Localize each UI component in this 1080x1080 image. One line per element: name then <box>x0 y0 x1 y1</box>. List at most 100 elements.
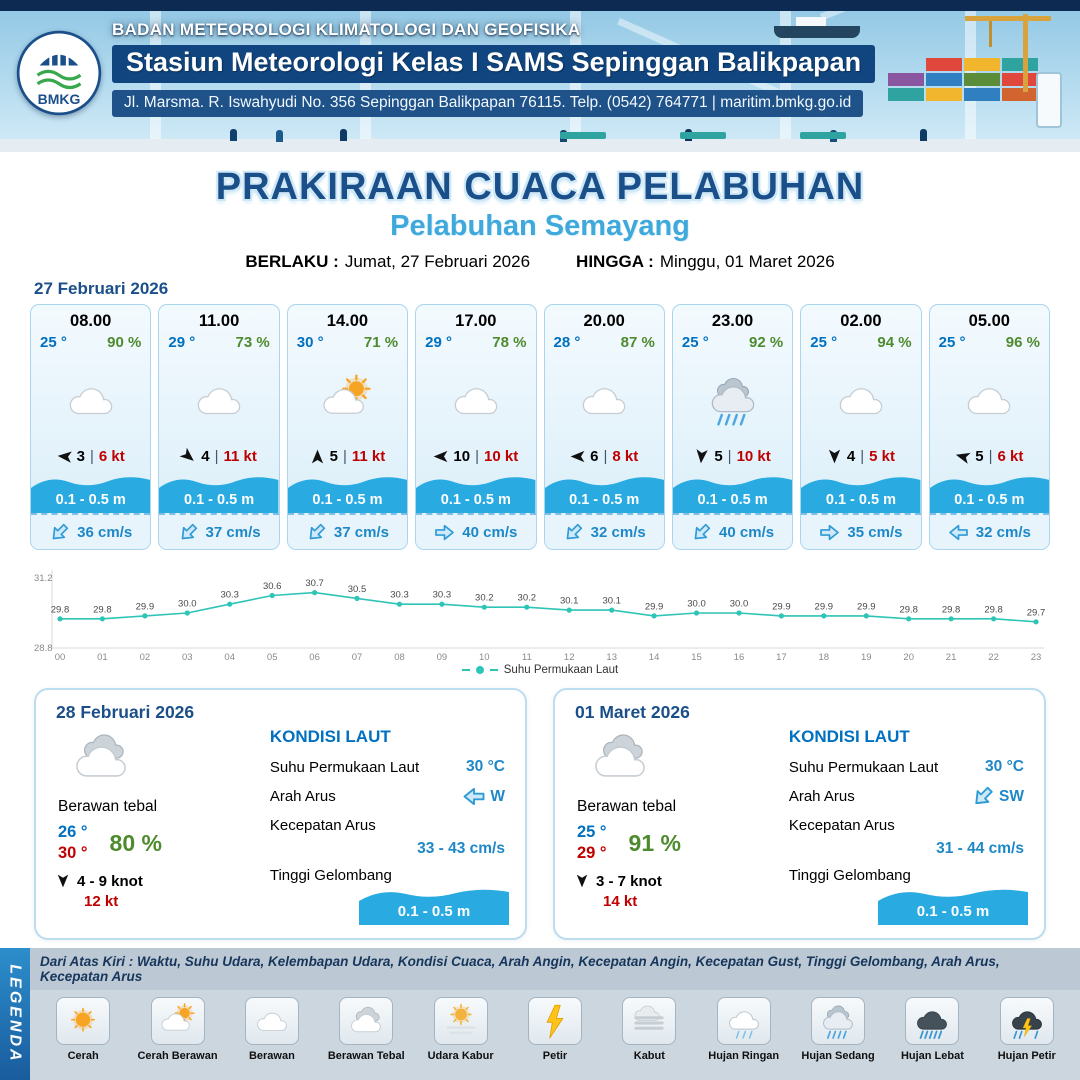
svg-text:16: 16 <box>734 652 745 662</box>
sst-chart: 31.2 28.8 29.8 00 29.8 01 29.9 02 30.0 03 30.3 04 30… <box>34 570 1045 662</box>
current-direction: W <box>490 787 505 805</box>
divider: | <box>988 448 993 465</box>
relative-humidity: 87 % <box>620 334 655 351</box>
svg-text:22: 22 <box>988 652 999 662</box>
sst-label: Suhu Permukaan Laut <box>269 758 420 776</box>
current-row: 32 cm/s <box>544 513 664 549</box>
legend-item: Berawan <box>225 997 319 1062</box>
wind-value: 3 <box>76 448 85 465</box>
temp-humidity-row: 25 ° 92 % <box>673 331 792 351</box>
current-row: 36 cm/s <box>31 513 151 549</box>
wave-shape <box>801 477 921 513</box>
divider: | <box>214 448 219 465</box>
svg-text:07: 07 <box>352 652 363 662</box>
daily-summary-card: 01 Maret 2026 Berawan tebal 25 ° 29 ° 91… <box>553 688 1046 940</box>
temp-humidity-row: 29 ° 78 % <box>416 331 535 351</box>
temp-humidity-row: 28 ° 87 % <box>545 331 664 351</box>
window-mullion <box>965 11 976 139</box>
svg-text:30.6: 30.6 <box>263 581 282 592</box>
bmkg-logo: BMKG <box>16 30 102 116</box>
bmkg-logo-text: BMKG <box>38 91 81 107</box>
current-speed: 40 cm/s <box>719 523 775 541</box>
wave-shape <box>31 477 151 513</box>
legend-line <box>461 669 470 671</box>
relative-humidity: 80 % <box>109 829 162 856</box>
svg-text:11: 11 <box>522 652 532 662</box>
svg-text:09: 09 <box>437 652 448 662</box>
svg-text:17: 17 <box>776 652 787 662</box>
wind-value: 4 <box>201 448 210 465</box>
wind-value: 5 <box>714 448 723 465</box>
svg-text:05: 05 <box>267 652 278 662</box>
current-speed-label: Kecepatan Arus <box>788 817 895 834</box>
weather-icon <box>527 997 582 1045</box>
wind-value: 6 <box>590 448 599 465</box>
svg-text:29.8: 29.8 <box>93 604 112 615</box>
port-name: Pelabuhan Semayang <box>390 210 690 242</box>
legend-item: Hujan Lebat <box>885 997 979 1062</box>
wave-height-badge: 0.1 - 0.5 m <box>801 469 921 513</box>
legend-line <box>489 669 498 671</box>
wave-height-badge: 0.1 - 0.5 m <box>416 469 536 513</box>
wind-row: 5 | 6 kt <box>930 448 1049 469</box>
svg-text:29.9: 29.9 <box>772 601 791 612</box>
wave-shape <box>287 477 408 513</box>
svg-text:30.2: 30.2 <box>475 593 494 604</box>
divider: | <box>860 448 865 465</box>
weather-condition: Berawan tebal <box>577 798 677 815</box>
daily-summaries: 28 Februari 2026 Berawan tebal 26 ° 30 °… <box>0 676 1080 940</box>
svg-text:29.9: 29.9 <box>645 601 664 612</box>
wave-height-value: 0.1 - 0.5 m <box>954 492 1025 508</box>
svg-text:30.2: 30.2 <box>518 593 537 604</box>
hourly-forecast-card: 11.00 29 ° 73 % 4 | 11 kt 0.1 - 0.5 m 37 <box>158 304 280 550</box>
current-speed: 37 cm/s <box>205 523 261 541</box>
divider: | <box>603 448 608 465</box>
svg-text:03: 03 <box>182 652 193 662</box>
wave-height-badge: 0.1 - 0.5 m <box>544 469 664 513</box>
page-title: PRAKIRAAN CUACA PELABUHAN <box>215 166 865 208</box>
current-direction-icon <box>688 519 715 546</box>
relative-humidity: 71 % <box>363 334 399 351</box>
weather-icon <box>801 351 920 448</box>
current-direction-icon <box>462 787 486 806</box>
wind-direction-icon <box>694 448 710 464</box>
current-direction-icon <box>819 524 840 541</box>
relative-humidity: 90 % <box>107 334 142 351</box>
wind-value: 4 <box>846 448 856 465</box>
current-direction-icon <box>968 781 998 811</box>
forecast-time: 05.00 <box>968 312 1010 330</box>
svg-text:29.8: 29.8 <box>942 604 961 615</box>
legend-item-label: Hujan Petir <box>997 1050 1056 1062</box>
temp-humidity-row: 25 ° 94 % <box>801 331 920 351</box>
gust-speed: 12 kt <box>84 892 119 910</box>
legend-item: Udara Kabur <box>413 997 507 1062</box>
svg-text:12: 12 <box>564 652 575 662</box>
crane-graphic <box>965 14 1051 92</box>
sst-value: 30 °C <box>985 758 1024 775</box>
air-temperature: 29 ° <box>168 334 196 351</box>
wind-row: 10 | 10 kt <box>416 448 535 469</box>
legend-item-label: Cerah <box>67 1050 99 1062</box>
relative-humidity: 73 % <box>235 334 270 351</box>
weather-icon <box>433 997 488 1045</box>
wave-shape <box>672 477 793 513</box>
legend-item-label: Udara Kabur <box>427 1050 494 1062</box>
temp-min: 26 ° <box>58 823 88 841</box>
org-name: BADAN METEOROLOGI KLIMATOLOGI DAN GEOFIS… <box>112 20 581 39</box>
relative-humidity: 92 % <box>749 334 784 351</box>
wind-direction-icon <box>954 447 972 465</box>
current-row: 35 cm/s <box>801 513 921 549</box>
current-direction-icon <box>175 519 202 546</box>
svg-text:00: 00 <box>55 652 66 662</box>
summary-date: 01 Maret 2026 <box>575 702 690 722</box>
sst-label: Suhu Permukaan Laut <box>788 758 939 776</box>
weather-icon <box>150 997 205 1045</box>
legend-item-label: Hujan Ringan <box>708 1050 780 1062</box>
svg-text:30.0: 30.0 <box>730 599 749 610</box>
weather-icon <box>31 351 150 448</box>
svg-text:08: 08 <box>394 652 405 662</box>
svg-text:19: 19 <box>861 652 872 662</box>
temp-humidity-row: 30 ° 71 % <box>288 331 407 351</box>
svg-text:04: 04 <box>224 652 235 662</box>
current-direction-label: Arah Arus <box>269 788 336 805</box>
